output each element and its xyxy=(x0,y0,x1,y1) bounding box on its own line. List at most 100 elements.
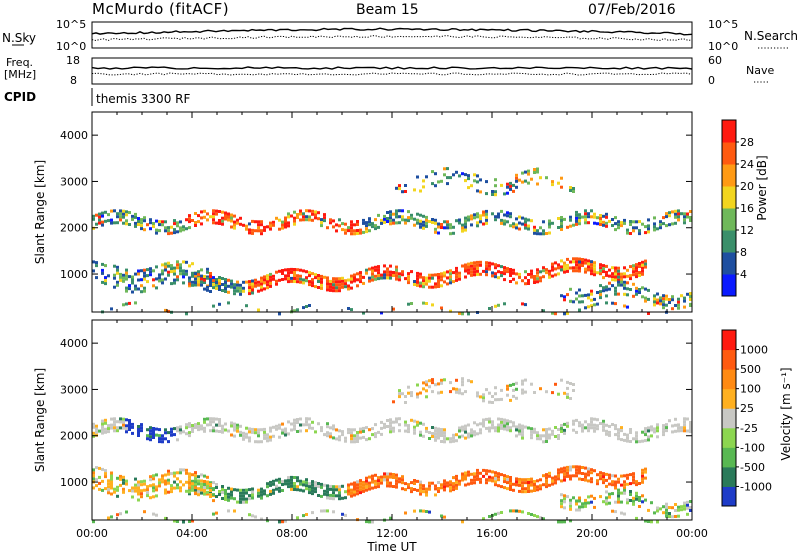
echo-cell xyxy=(602,264,605,268)
echo-cell xyxy=(626,305,629,309)
echo-cell xyxy=(326,288,329,292)
echo-cell xyxy=(377,485,380,489)
echo-cell xyxy=(566,266,569,270)
echo-cell xyxy=(443,485,446,489)
echo-cell xyxy=(290,267,293,271)
echo-cell xyxy=(287,271,290,275)
echo-cell xyxy=(689,427,692,430)
echo-cell xyxy=(587,268,590,272)
echo-cell xyxy=(341,285,344,289)
echo-cell xyxy=(413,188,416,192)
echo-cell xyxy=(149,218,152,222)
echo-cell xyxy=(443,280,446,284)
echo-cell xyxy=(536,515,539,519)
echo-cell xyxy=(206,490,209,494)
echo-cell xyxy=(221,283,224,286)
echo-cell xyxy=(404,277,407,281)
echo-cell xyxy=(104,282,107,286)
echo-cell xyxy=(506,428,509,432)
echo-cell xyxy=(509,383,512,387)
echo-cell xyxy=(398,278,401,282)
echo-cell xyxy=(530,177,533,181)
echo-cell xyxy=(383,214,386,218)
echo-cell xyxy=(104,264,107,268)
echo-cell xyxy=(494,474,497,478)
echo-cell xyxy=(563,217,566,221)
echo-cell xyxy=(365,485,368,489)
echo-cell xyxy=(290,270,293,274)
echo-cell xyxy=(557,477,560,481)
echo-cell xyxy=(545,390,548,394)
echo-cell xyxy=(575,430,578,434)
echo-cell xyxy=(416,423,419,427)
echo-cell xyxy=(632,226,635,230)
echo-cell xyxy=(536,229,539,233)
echo-cell xyxy=(446,282,449,286)
echo-cell xyxy=(269,272,272,276)
echo-cell xyxy=(641,260,644,264)
echo-cell xyxy=(296,479,299,483)
parameter-panels: N.Sky 10^5 10^0 10^5 10^0 N.Search Freq.… xyxy=(2,18,798,106)
echo-cell xyxy=(326,279,329,283)
echo-cell xyxy=(437,279,440,282)
echo-cell xyxy=(575,216,578,220)
echo-cell xyxy=(161,437,164,441)
echo-cell xyxy=(407,272,410,276)
echo-cell xyxy=(557,428,560,431)
echo-cell xyxy=(374,274,377,278)
echo-cell xyxy=(605,288,608,292)
echo-cell xyxy=(290,279,293,283)
echo-cell xyxy=(557,266,560,270)
echo-cell xyxy=(416,218,419,222)
echo-cell xyxy=(563,264,566,268)
echo-cell xyxy=(422,487,425,491)
echo-cell xyxy=(428,481,431,485)
echo-cell xyxy=(257,434,260,438)
echo-cell xyxy=(116,426,119,430)
echo-cell xyxy=(302,483,305,487)
echo-cell xyxy=(326,509,329,513)
echo-cell xyxy=(359,482,362,486)
echo-cell xyxy=(353,440,356,444)
echo-cell xyxy=(164,308,167,312)
echo-cell xyxy=(311,426,314,430)
echo-cell xyxy=(398,184,401,188)
echo-cell xyxy=(569,474,572,478)
echo-cell xyxy=(182,468,185,472)
echo-cell xyxy=(152,477,155,481)
echo-cell xyxy=(362,429,365,433)
echo-cell xyxy=(389,421,392,425)
echo-cell xyxy=(497,303,500,307)
echo-cell xyxy=(479,422,482,426)
echo-cell xyxy=(632,502,635,506)
echo-cell xyxy=(599,422,602,425)
echo-cell xyxy=(506,393,509,397)
echo-cell xyxy=(560,265,563,269)
echo-cell xyxy=(194,474,197,478)
echo-cell xyxy=(245,227,248,231)
echo-cell xyxy=(689,421,692,424)
echo-cell xyxy=(398,272,401,276)
echo-cell xyxy=(125,277,128,281)
echo-cell xyxy=(413,223,416,227)
echo-cell xyxy=(659,220,662,224)
echo-cell xyxy=(149,273,152,277)
echo-cell xyxy=(350,223,353,227)
echo-cell xyxy=(317,494,320,497)
echo-cell xyxy=(521,433,524,437)
echo-cell xyxy=(563,431,566,435)
echo-cell xyxy=(590,480,593,484)
echo-cell xyxy=(161,477,164,481)
echo-cell xyxy=(170,267,173,271)
echo-cell xyxy=(101,425,104,429)
echo-cell xyxy=(350,220,353,224)
echo-cell xyxy=(638,496,641,499)
echo-cell xyxy=(365,479,368,483)
echo-cell xyxy=(593,303,596,307)
echo-cell xyxy=(248,231,251,235)
echo-cell xyxy=(266,436,269,440)
echo-cell xyxy=(668,298,671,301)
echo-cell xyxy=(461,229,464,233)
echo-cell xyxy=(359,271,362,275)
echo-cell xyxy=(443,482,446,486)
